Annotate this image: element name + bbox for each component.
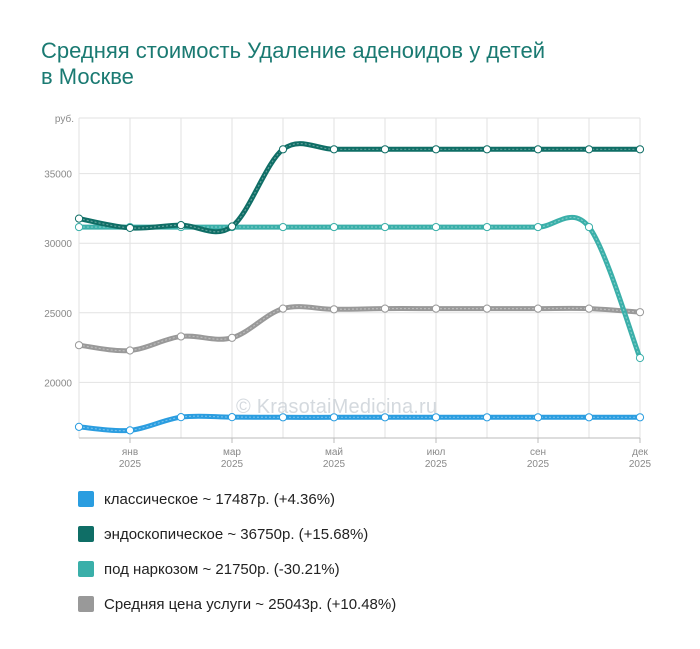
legend-label: эндоскопическое ~ 36750р. (+15.68%) [104,525,369,543]
legend-item-3[interactable]: Средняя цена услуги ~ 25043р. (+10.48%) [78,592,396,616]
legend-swatch [78,596,94,612]
series-2-point-4 [278,222,288,232]
x-tick-label-year: 2025 [527,459,550,470]
series-0-line-texture [78,415,640,432]
watermark: © KrasotaiMedicina.ru [236,396,438,418]
legend-swatch [78,526,94,542]
series-3-point-8 [482,304,492,313]
series-0-point-6 [380,413,390,422]
series-1-point-2 [176,221,186,230]
series-0-point-1 [125,426,135,435]
series-3-point-0 [74,341,84,350]
series-1-point-6 [380,145,390,154]
series-2-point-9 [533,222,543,232]
series-3-point-7 [431,304,441,313]
series-1-point-7 [431,145,441,154]
series-1-line [76,141,643,235]
y-tick-label: 20000 [44,378,72,389]
y-tick-label: 35000 [44,170,72,181]
x-tick-label-year: 2025 [629,459,652,470]
series-3-point-9 [533,304,543,313]
legend-swatch [78,561,94,577]
series-2-point-10 [584,222,594,232]
series-1-point-8 [482,145,492,154]
series-0-point-8 [482,413,492,422]
series-1-line-texture [78,143,640,233]
series-0-point-4 [278,413,288,422]
legend-item-0[interactable]: классическое ~ 17487р. (+4.36%) [78,487,396,511]
series-2-point-5 [329,222,339,232]
legend: классическое ~ 17487р. (+4.36%) эндоскопи… [78,487,396,627]
x-tick-label-month: дек [632,447,648,458]
series-0-point-3 [227,413,237,422]
series-1-point-1 [125,223,135,233]
series-0-point-11 [635,413,645,422]
series-1-point-5 [329,145,339,154]
legend-label: под наркозом ~ 21750р. (-30.21%) [104,560,340,578]
x-tick-label-year: 2025 [119,459,142,470]
x-tick-label-month: июл [427,447,446,458]
x-tick-label-year: 2025 [221,459,244,470]
x-tick-label-year: 2025 [425,459,448,470]
series-3-point-6 [380,304,390,313]
series-1-point-3 [227,222,237,231]
series-2-line-texture [79,216,641,359]
series-1-point-9 [533,145,543,154]
series-2-point-11 [635,353,645,363]
series-2-point-6 [380,222,390,232]
series-3-point-1 [125,346,135,355]
x-tick-label-month: янв [122,447,138,458]
series-3-line [76,304,643,354]
series-0-point-7 [431,413,441,422]
series-0-point-5 [329,413,339,422]
legend-item-2[interactable]: под наркозом ~ 21750р. (-30.21%) [78,557,396,581]
series-0-point-2 [176,413,186,422]
series-0-point-10 [584,413,594,422]
chart-title: Средняя стоимость Удаление аденоидов у д… [41,38,546,89]
y-tick-label: 25000 [44,309,72,320]
x-tick-label-year: 2025 [323,459,346,470]
series-0-point-9 [533,413,543,422]
series-3-point-3 [227,333,237,342]
x-tick-label-month: май [325,447,343,458]
legend-label: классическое ~ 17487р. (+4.36%) [104,490,336,508]
series-2-point-7 [431,222,441,232]
series-3-point-10 [584,304,594,313]
series-1-point-0 [74,214,84,223]
series-3-point-11 [635,308,645,317]
series-2-point-0 [74,222,84,232]
series-0-line [76,413,643,434]
x-tick-label-month: сен [530,447,546,458]
series-3-point-2 [176,332,186,341]
series-0-point-0 [74,422,84,431]
legend-swatch [78,491,94,507]
series-1-point-4 [278,145,288,154]
legend-label: Средняя цена услуги ~ 25043р. (+10.48%) [104,595,397,613]
series-3-point-5 [329,305,339,314]
line-chart: 20000250003000035000руб.янв2025мар2025ма… [44,113,652,470]
series-3-point-4 [278,304,288,313]
y-tick-label: 30000 [44,239,72,250]
legend-item-1[interactable]: эндоскопическое ~ 36750р. (+15.68%) [78,522,396,546]
y-axis-unit-label: руб. [55,113,74,125]
series-2-line [76,214,643,361]
series-2-point-8 [482,222,492,232]
series-1-point-10 [584,145,594,154]
series-1-point-11 [635,145,645,154]
x-tick-label-month: мар [223,447,241,458]
